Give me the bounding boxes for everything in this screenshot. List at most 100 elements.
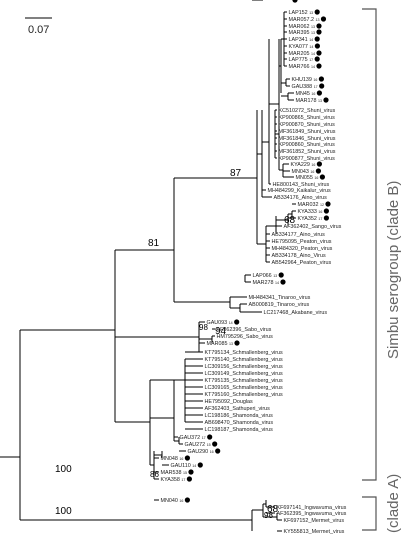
taxon-label: MN040 [161,498,178,504]
clade-a-label: (clade A) [385,474,402,533]
taxon-label: KYA077 [289,44,308,50]
taxon-label: GAU388 [292,84,313,90]
scale-bar-label: 0.07 [28,24,49,36]
taxon-sample-year: 16 [210,450,214,454]
taxon-label: KP900860_Shuni_virus [279,142,336,148]
taxon-label: KT795135_Schmallenberg_virus [205,378,284,384]
sample-dot-icon [314,56,320,62]
sample-dot-icon [207,434,213,440]
taxon-label: MAR395 [289,30,310,36]
clade-b-label: Simbu serogroup (clade B) [385,181,402,359]
taxon-label: MF361846_Shuni_virus [279,136,336,142]
bootstrap-value: 100 [55,506,72,517]
taxon-sample-year: 15 [207,443,211,447]
taxon-label: MN048 [161,456,178,462]
taxon-label: LAP775 [289,57,308,63]
bootstrap-value: 94 [215,326,227,337]
taxon-sample-year: 14 [311,65,315,69]
taxon-label: AF362396_Sabo_virus [217,327,272,333]
sample-dot-icon [323,97,329,103]
taxon-label: LC198186_Shamonda_virus [205,413,274,419]
taxon-sample-year: 17 [309,58,313,62]
bootstrap-value: 68 [267,504,279,515]
sample-dot-icon [323,215,329,221]
sample-dot-icon [234,340,240,346]
taxon-label: MAR205 [289,51,310,57]
sample-dot-icon [320,16,327,22]
taxon-label: MAR178 [296,98,317,104]
sample-dot-icon [325,201,331,207]
taxon-label: AF362402_Sango_virus [284,224,342,230]
sample-dot-icon [314,9,320,15]
taxon-sample-year: 17 [181,478,185,482]
sample-dot-icon [316,50,322,56]
taxon-label: MAR062 [289,24,310,30]
taxon-label: MN45 [296,91,310,97]
taxon-label: KT795160_Schmallenberg_virus [205,392,284,398]
taxon-label: KHU139 [292,77,312,83]
sample-dot-icon [184,455,190,461]
taxon-sample-year: 12 [320,203,324,207]
taxon-label: GAU110 [171,463,191,469]
taxon-sample-year: 13 [309,11,313,15]
taxon-label: MH484299_Kaikalur_virus [268,188,332,194]
taxon-label: KP900865_Shuni_virus [279,115,336,121]
taxon-label: MN055 [296,175,313,181]
sample-dot-icon [314,43,320,49]
taxon-label: AB000819_Tinaroo_virus [249,302,310,308]
taxon-label: MAR766 [289,64,310,70]
taxon-sample-year: 13 [287,0,291,1]
taxon-label: KP900870_Shuni_virus [279,122,336,128]
taxon-label: LC217468_Akabane_virus [264,310,328,316]
sample-dot-icon [234,319,240,325]
sample-dot-icon [323,208,329,214]
taxon-label: KP900877_Shuni_virus [279,156,336,162]
bootstrap-value: 100 [55,464,72,475]
taxon-label: AB334176_Aino_virus [274,195,328,201]
taxon-label: HE800143_Shuni_virus [273,182,330,188]
taxon-label: HM795296_Sabo_virus [217,334,274,340]
taxon-label: MAR032 [298,202,319,208]
taxon-label: AB334177_Aino_virus [272,232,326,238]
taxon-label: KT795134_Schmallenberg_virus [205,350,284,356]
taxon-label: HE795092_Douglas [205,399,254,405]
taxon-label: GAU272 [185,442,206,448]
taxon-label: LC309156_Schmallenberg_virus [205,364,284,370]
sample-dot-icon [215,448,221,454]
taxon-sample-year: 13 [318,99,322,103]
taxon-label: AF362395_Ingwavuma_virus [277,511,347,517]
bootstrap-value: 81 [148,238,160,249]
taxon-label: KYA229 [291,162,310,168]
taxon-sample-year: 13 [315,18,319,22]
taxon-sample-year: 16 [179,457,183,461]
taxon-sample-year: 17 [318,217,322,221]
sample-dot-icon [316,23,322,29]
sample-dot-icon [316,161,322,167]
taxon-label: KYA352 [298,216,317,222]
bootstrap-value: 87 [230,168,242,179]
taxon-label: LAP066 [253,273,272,279]
taxon-sample-year: 14 [229,321,233,325]
taxon-label: LC198187_Shamonda_virus [205,427,274,433]
sample-dot-icon [280,279,286,285]
taxon-label: KT795140_Schmallenberg_virus [205,357,284,363]
taxon-label: MAR538 [161,470,182,476]
taxon-sample-year: 13 [229,342,233,346]
clade-b-bracket [362,8,377,481]
taxon-label: HE795095_Peaton_virus [272,239,332,245]
taxon-sample-year: 16 [313,78,317,82]
taxon-sample-year: 14 [311,52,315,56]
taxon-sample-year: 14 [275,281,279,285]
taxon-sample-year: 16 [318,210,322,214]
sample-dot-icon [186,476,192,482]
taxon-sample-year: 16 [311,92,315,96]
taxon-label: KY555813_Mermet_virus [284,529,345,535]
taxon-label: GAU290 [188,449,209,455]
taxon-label: AB334178_Aino_Virus [272,253,326,259]
sample-dot-icon [316,90,322,96]
sample-dot-icon [184,497,190,503]
taxon-label: KF697152_Mermet_virus [284,518,345,524]
taxon-label: LAP341 [289,37,308,43]
taxon-label: LC309165_Schmallenberg_virus [205,385,284,391]
